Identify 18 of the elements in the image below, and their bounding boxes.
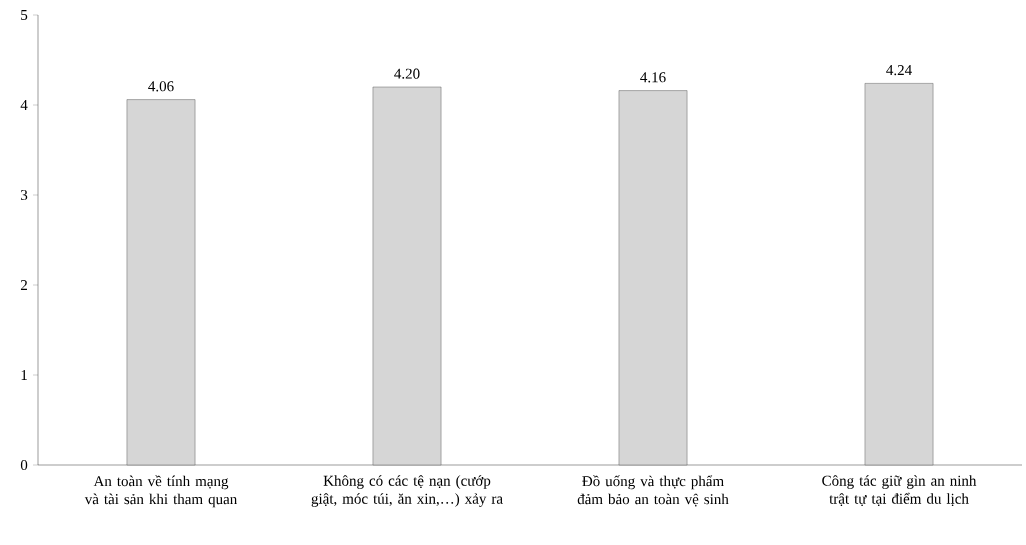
y-tick-label: 3 <box>21 189 28 201</box>
bar <box>126 99 196 466</box>
x-tick-label: An toàn về tính mạng và tài sản khi tham quan <box>84 475 238 508</box>
y-tick-label: 1 <box>21 370 27 380</box>
data-label: 4.20 <box>394 68 420 79</box>
x-tick-label: Không có các tệ nạn (cướp giật, móc túi, ăn xin,…) xảy ra <box>311 475 503 507</box>
bar <box>618 90 688 466</box>
bar <box>864 83 934 466</box>
x-tick-label: Công tác giữ gìn an ninh trật tự tại điểm du lịch <box>822 475 977 507</box>
data-label: 4.06 <box>148 81 174 92</box>
y-tick-label: 0 <box>20 459 28 471</box>
y-tick-label: 2 <box>20 280 27 290</box>
data-label: 4.16 <box>640 72 666 83</box>
data-label: 4.24 <box>886 65 912 76</box>
x-tick-label: Đồ uống và thực phẩm đảm bảo an toàn vệ sinh <box>577 475 729 507</box>
bar <box>372 86 442 466</box>
y-tick-label: 4 <box>20 100 28 110</box>
y-tick-label: 5 <box>21 10 28 20</box>
